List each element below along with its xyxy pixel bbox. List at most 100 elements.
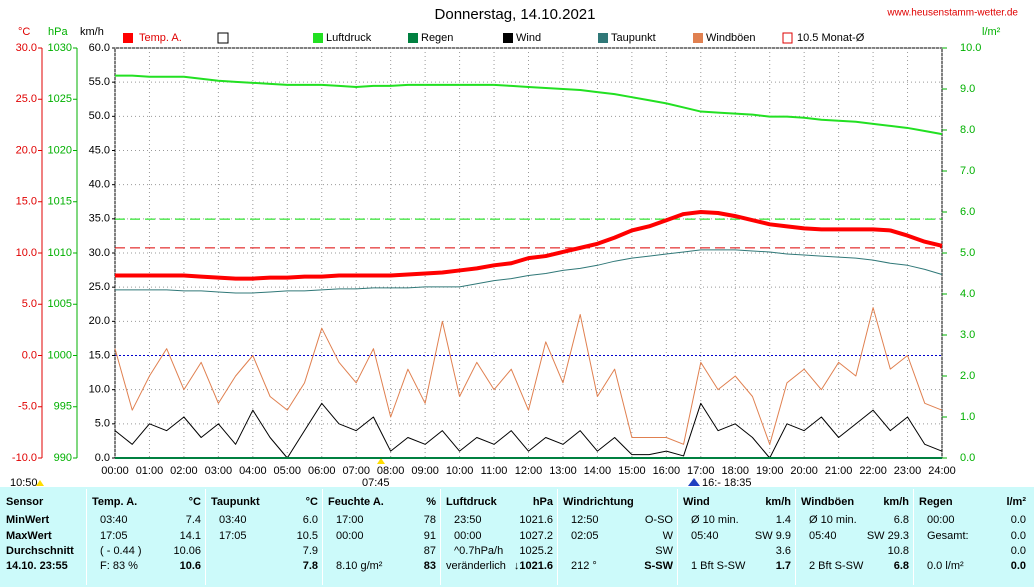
y-tick-label: 990: [54, 452, 72, 464]
table-cell: 1 Bft S-SW: [691, 560, 746, 572]
separator: [440, 489, 441, 585]
y-tick-label: 10.0: [960, 42, 981, 54]
y-tick-label: 15.0: [16, 196, 37, 208]
y-tick-label: 1005: [48, 298, 72, 310]
table-cell: W: [662, 530, 673, 542]
separator: [205, 489, 206, 585]
y-tick-label: 1015: [48, 196, 72, 208]
x-tick-label: 15:00: [618, 465, 646, 477]
marker: [688, 478, 700, 486]
table-cell: 78: [423, 514, 436, 526]
table-cell: 0.0: [1010, 514, 1026, 526]
table-cell: 7.8: [302, 560, 318, 572]
table-cell: 03:40: [219, 514, 247, 526]
table-cell: 03:40: [100, 514, 128, 526]
table-cell: 02:05: [571, 530, 599, 542]
chart-title: Donnerstag, 14.10.2021: [435, 6, 596, 23]
y-tick-label: 1020: [48, 144, 72, 156]
table-cell: veränderlich: [446, 560, 506, 572]
y-tick-label: 30.0: [16, 42, 37, 54]
table-cell: 0.0: [1010, 530, 1026, 542]
table-cell: 91: [423, 530, 436, 542]
y-tick-label: 6.0: [960, 206, 975, 218]
table-cell: 1021.6: [519, 514, 553, 526]
separator: [913, 489, 914, 585]
legend-label: Temp. A.: [139, 32, 182, 44]
table-cell: 8.10 g/m²: [336, 560, 383, 572]
y-tick-label: 5.0: [95, 418, 110, 430]
table-cell: 6.0: [302, 514, 318, 526]
x-tick-label: 21:00: [825, 465, 853, 477]
x-tick-label: 01:00: [136, 465, 164, 477]
x-tick-label: 23:00: [894, 465, 922, 477]
y-tick-label: 10.0: [89, 384, 110, 396]
legend-label: Taupunkt: [611, 32, 656, 44]
x-tick-label: 00:00: [101, 465, 129, 477]
separator: [677, 489, 678, 585]
marker: [377, 458, 385, 464]
table-cell: 1027.2: [519, 530, 553, 542]
series-line: [114, 307, 943, 445]
y-tick-label: 20.0: [16, 144, 37, 156]
y-tick-label: 0.0: [95, 452, 110, 464]
table-cell: F: 83 %: [100, 560, 138, 572]
table-header: Regen: [919, 496, 953, 508]
y-tick-label: 0.0: [22, 349, 37, 361]
legend-box: [217, 32, 229, 44]
table-cell: ( - 0.44 ): [100, 545, 142, 557]
series-line: [115, 74, 943, 136]
table-cell: 1.4: [775, 514, 791, 526]
table-unit: °C: [305, 496, 318, 508]
unit-temp: °C: [18, 26, 30, 38]
table-unit: km/h: [765, 496, 791, 508]
y-tick-label: 4.0: [960, 288, 975, 300]
table-cell: 6.8: [893, 514, 909, 526]
table-cell: 6.8: [893, 560, 909, 572]
table-cell: 212 °: [571, 560, 597, 572]
y-tick-label: 60.0: [89, 42, 110, 54]
table-cell: 14.1: [179, 530, 201, 542]
legend-swatch: [782, 32, 793, 44]
table-cell: 83: [423, 560, 436, 572]
table-cell: 10.8: [887, 545, 909, 557]
y-tick-label: 9.0: [960, 83, 975, 95]
table-cell: 17:05: [100, 530, 128, 542]
table-cell: ↓1021.6: [513, 560, 553, 572]
table-cell: Gesamt:: [927, 530, 969, 542]
unit-kmh: km/h: [80, 26, 104, 38]
y-tick-label: 10.0: [16, 247, 37, 259]
chart: Donnerstag, 14.10.2021 www.heusenstamm-w…: [10, 6, 1018, 487]
table-cell: S-SW: [644, 560, 673, 572]
table-cell: 05:40: [809, 530, 837, 542]
table-cell: SW 29.3: [866, 530, 909, 542]
y-tick-label: 25.0: [16, 93, 37, 105]
y-tick-label: 25.0: [89, 281, 110, 293]
row-label: MinWert: [6, 514, 50, 526]
row-label: 14.10. 23:55: [6, 560, 68, 572]
x-tick-label: 06:00: [308, 465, 336, 477]
table-header: Temp. A.: [92, 496, 138, 508]
legend-label: 10.5 Monat-Ø: [797, 32, 865, 44]
table-cell: SW: [655, 545, 673, 557]
table-cell: 17:00: [336, 514, 364, 526]
table-unit: l/m²: [1006, 496, 1026, 508]
table-cell: 2 Bft S-SW: [809, 560, 864, 572]
series-line: [115, 210, 943, 281]
x-tick-label: 11:00: [481, 465, 508, 477]
annotation: 16:- 18:35: [702, 477, 752, 487]
series-line: [115, 249, 943, 294]
series-line: [114, 402, 943, 459]
table-cell: 7.4: [185, 514, 201, 526]
legend-swatch: [123, 33, 133, 43]
table-cell: 10.6: [179, 560, 201, 572]
annotation: 07:45: [362, 477, 390, 487]
table-cell: 0.0 l/m²: [927, 560, 964, 572]
table-cell: 10.06: [173, 545, 201, 557]
x-tick-label: 20:00: [790, 465, 818, 477]
table-header: Sensor: [6, 496, 44, 508]
x-tick-label: 10:00: [446, 465, 474, 477]
legend-label: Regen: [421, 32, 453, 44]
y-tick-label: 995: [54, 401, 72, 413]
table-cell: 00:00: [336, 530, 364, 542]
